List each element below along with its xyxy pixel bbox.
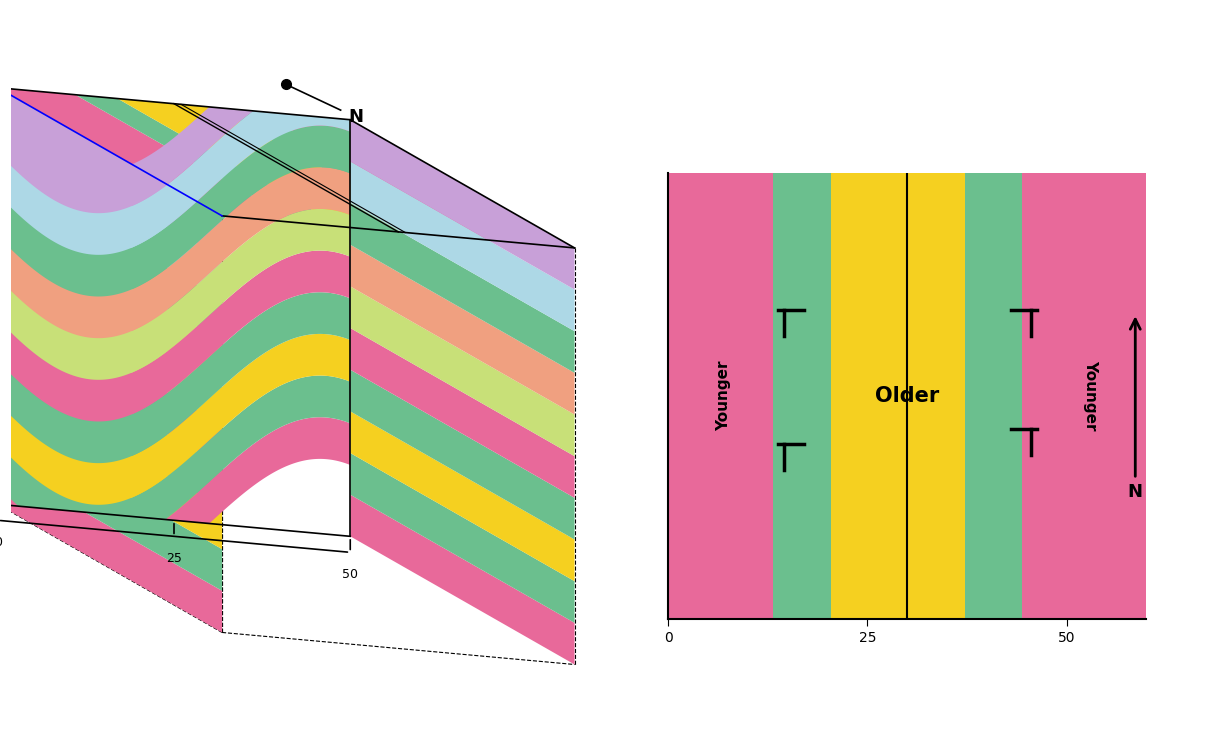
Polygon shape: [351, 161, 575, 332]
Polygon shape: [351, 203, 575, 373]
Polygon shape: [0, 421, 222, 591]
Polygon shape: [0, 209, 351, 380]
Text: Younger: Younger: [716, 361, 732, 430]
Text: N: N: [348, 107, 363, 125]
Polygon shape: [0, 296, 222, 466]
Text: 50: 50: [342, 568, 358, 581]
Bar: [965, 172, 1022, 619]
Polygon shape: [216, 107, 483, 239]
Polygon shape: [0, 254, 222, 424]
Polygon shape: [0, 338, 222, 508]
Polygon shape: [0, 167, 351, 338]
Text: Older: Older: [875, 386, 939, 406]
Polygon shape: [0, 88, 299, 223]
Polygon shape: [0, 376, 351, 520]
Text: N: N: [1128, 482, 1143, 500]
Polygon shape: [0, 334, 351, 505]
Polygon shape: [0, 417, 351, 524]
Polygon shape: [0, 129, 222, 299]
Polygon shape: [351, 495, 575, 664]
Polygon shape: [351, 370, 575, 539]
Text: 25: 25: [166, 552, 181, 566]
Polygon shape: [259, 112, 575, 248]
Polygon shape: [0, 125, 351, 296]
Polygon shape: [0, 292, 351, 464]
Polygon shape: [351, 286, 575, 456]
Text: Younger: Younger: [1083, 361, 1098, 430]
Polygon shape: [0, 88, 222, 257]
Bar: [774, 172, 831, 619]
Polygon shape: [351, 328, 575, 498]
Bar: [1022, 172, 1146, 619]
Polygon shape: [351, 453, 575, 622]
Polygon shape: [0, 213, 222, 382]
Bar: [831, 172, 965, 619]
Polygon shape: [351, 120, 575, 290]
Text: 0: 0: [0, 536, 1, 549]
Bar: [668, 172, 774, 619]
Polygon shape: [118, 98, 440, 236]
Polygon shape: [0, 171, 222, 340]
Polygon shape: [0, 463, 222, 632]
Polygon shape: [351, 411, 575, 581]
Polygon shape: [351, 244, 575, 415]
Polygon shape: [75, 94, 342, 226]
Polygon shape: [0, 111, 351, 255]
Polygon shape: [0, 380, 222, 549]
Polygon shape: [0, 251, 351, 422]
Polygon shape: [0, 107, 351, 213]
